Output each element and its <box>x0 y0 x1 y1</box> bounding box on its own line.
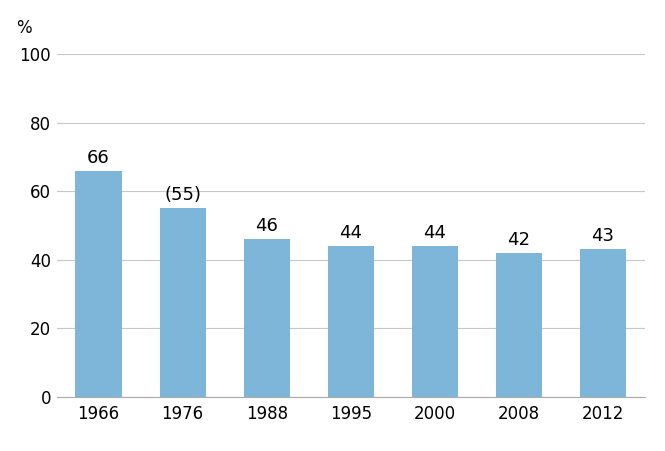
Bar <box>160 208 205 397</box>
Text: 44: 44 <box>424 224 446 242</box>
Bar <box>75 170 122 397</box>
Bar <box>243 239 290 397</box>
Text: 66: 66 <box>87 148 110 166</box>
Bar <box>580 249 626 397</box>
Bar <box>328 246 374 397</box>
Bar <box>412 246 458 397</box>
Text: 46: 46 <box>255 217 278 235</box>
Text: (55): (55) <box>164 186 201 204</box>
Text: 43: 43 <box>591 227 614 245</box>
Text: 42: 42 <box>507 231 531 249</box>
Bar <box>496 253 542 397</box>
Text: 44: 44 <box>339 224 362 242</box>
Y-axis label: %: % <box>17 19 32 37</box>
